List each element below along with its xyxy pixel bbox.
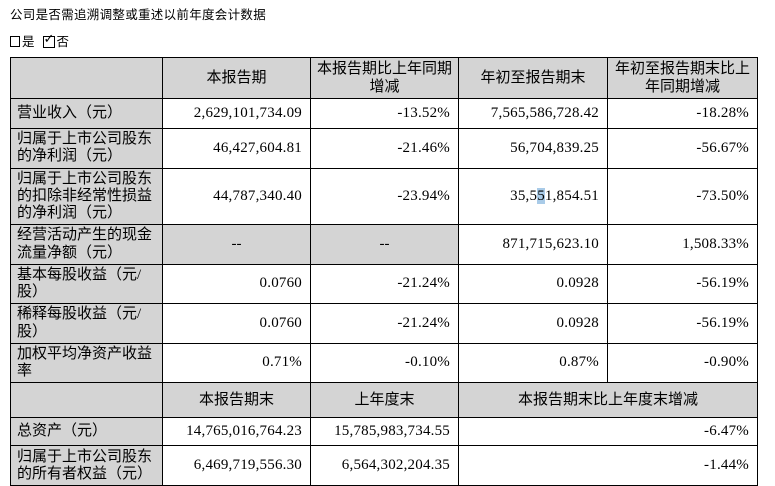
header-current-period-change: 本报告期比上年同期增减 bbox=[310, 57, 459, 99]
header-end-of-last-year: 上年度末 bbox=[310, 382, 459, 419]
value-ytd-change: -56.67% bbox=[607, 128, 758, 169]
value-current-change: -0.10% bbox=[310, 342, 459, 384]
value-current: 44,787,340.40 bbox=[162, 167, 311, 226]
value-ytd: 56,704,839.25 bbox=[458, 128, 608, 169]
table-row-net-profit: 归属于上市公司股东的净利润（元） 46,427,604.81 -21.46% 5… bbox=[10, 128, 758, 169]
table-row-operating-cash-flow: 经营活动产生的现金流量净额（元） -- -- 871,715,623.10 1,… bbox=[10, 224, 758, 265]
row-label: 基本每股收益（元/股） bbox=[10, 263, 163, 305]
value-ytd: 871,715,623.10 bbox=[458, 224, 608, 265]
value-current-change: -- bbox=[310, 224, 459, 265]
header-end-of-period: 本报告期末 bbox=[162, 382, 311, 419]
value-current-change: -23.94% bbox=[310, 167, 459, 226]
ytd-post: 1,854.51 bbox=[544, 187, 599, 204]
restatement-answer: 是 ✓ 否 bbox=[10, 32, 765, 50]
table-row-basic-eps: 基本每股收益（元/股） 0.0760 -21.24% 0.0928 -56.19… bbox=[10, 263, 758, 305]
value-ytd: 35,551,854.51 bbox=[458, 167, 608, 226]
value-change: -1.44% bbox=[458, 445, 758, 486]
key-financials-table: 本报告期 本报告期比上年同期增减 年初至报告期末 年初至报告期末比上年同期增减 … bbox=[10, 57, 758, 486]
value-ytd-change: -18.28% bbox=[607, 98, 758, 129]
value-current: 0.0760 bbox=[162, 303, 311, 344]
row-label: 归属于上市公司股东的扣除非经常性损益的净利润（元） bbox=[10, 167, 163, 226]
restatement-question: 公司是否需追溯调整或重述以前年度会计数据 bbox=[10, 8, 267, 22]
value-ytd-change: -56.19% bbox=[607, 263, 758, 305]
checkbox-no-checked-icon: ✓ bbox=[42, 32, 55, 48]
table-row-net-profit-excl-nonrecurring: 归属于上市公司股东的扣除非经常性损益的净利润（元） 44,787,340.40 … bbox=[10, 167, 758, 226]
value-current: -- bbox=[162, 224, 311, 265]
section1-header-row: 本报告期 本报告期比上年同期增减 年初至报告期末 年初至报告期末比上年同期增减 bbox=[10, 57, 758, 99]
value-current: 0.71% bbox=[162, 342, 311, 384]
row-label: 经营活动产生的现金流量净额（元） bbox=[10, 224, 163, 265]
yes-label: 是 bbox=[22, 35, 35, 49]
value-ytd-change: 1,508.33% bbox=[607, 224, 758, 265]
value-current-change: -21.24% bbox=[310, 303, 459, 344]
value-current-change: -21.24% bbox=[310, 263, 459, 305]
value-current: 46,427,604.81 bbox=[162, 128, 311, 169]
value-current-change: -13.52% bbox=[310, 98, 459, 129]
value-ytd: 0.0928 bbox=[458, 263, 608, 305]
row-label: 归属于上市公司股东的净利润（元） bbox=[10, 128, 163, 169]
value-ytd: 0.0928 bbox=[458, 303, 608, 344]
row-label: 营业收入（元） bbox=[10, 98, 163, 129]
highlighted-digit: 5 bbox=[537, 187, 545, 204]
value-end-of-last-year: 15,785,983,734.55 bbox=[310, 417, 459, 447]
value-ytd: 7,565,586,728.42 bbox=[458, 98, 608, 129]
header-current-period: 本报告期 bbox=[162, 57, 311, 99]
check-icon: ✓ bbox=[43, 32, 55, 47]
row-label: 总资产（元） bbox=[10, 417, 163, 447]
header-ytd-change: 年初至报告期末比上年同期增减 bbox=[607, 57, 758, 99]
value-ytd-change: -73.50% bbox=[607, 167, 758, 226]
value-current: 2,629,101,734.09 bbox=[162, 98, 311, 129]
value-end-of-period: 14,765,016,764.23 bbox=[162, 417, 311, 447]
table-row-revenue: 营业收入（元） 2,629,101,734.09 -13.52% 7,565,5… bbox=[10, 98, 758, 129]
header-ytd: 年初至报告期末 bbox=[458, 57, 608, 99]
value-ytd-change: -56.19% bbox=[607, 303, 758, 344]
row-label: 加权平均净资产收益率 bbox=[10, 342, 163, 384]
table-row-diluted-eps: 稀释每股收益（元/股） 0.0760 -21.24% 0.0928 -56.19… bbox=[10, 303, 758, 344]
ytd-pre: 35,5 bbox=[510, 187, 538, 204]
value-ytd-change: -0.90% bbox=[607, 342, 758, 384]
header-end-of-period-change: 本报告期末比上年度末增减 bbox=[458, 382, 758, 419]
value-ytd: 0.87% bbox=[458, 342, 608, 384]
row-label: 归属于上市公司股东的所有者权益（元） bbox=[10, 445, 163, 486]
table-row-total-assets: 总资产（元） 14,765,016,764.23 15,785,983,734.… bbox=[10, 417, 758, 447]
table-row-owners-equity: 归属于上市公司股东的所有者权益（元） 6,469,719,556.30 6,56… bbox=[10, 445, 758, 486]
header-empty-cell bbox=[10, 57, 163, 99]
section2-header-row: 本报告期末 上年度末 本报告期末比上年度末增减 bbox=[10, 382, 758, 419]
no-label: 否 bbox=[56, 35, 70, 49]
value-change: -6.47% bbox=[458, 417, 758, 447]
header-empty-cell bbox=[10, 382, 163, 419]
row-label: 稀释每股收益（元/股） bbox=[10, 303, 163, 344]
value-end-of-period: 6,469,719,556.30 bbox=[162, 445, 311, 486]
table-row-weighted-avg-roe: 加权平均净资产收益率 0.71% -0.10% 0.87% -0.90% bbox=[10, 342, 758, 384]
checkbox-yes-unchecked-icon bbox=[10, 36, 20, 47]
value-current-change: -21.46% bbox=[310, 128, 459, 169]
value-current: 0.0760 bbox=[162, 263, 311, 305]
value-end-of-last-year: 6,564,302,204.35 bbox=[310, 445, 459, 486]
